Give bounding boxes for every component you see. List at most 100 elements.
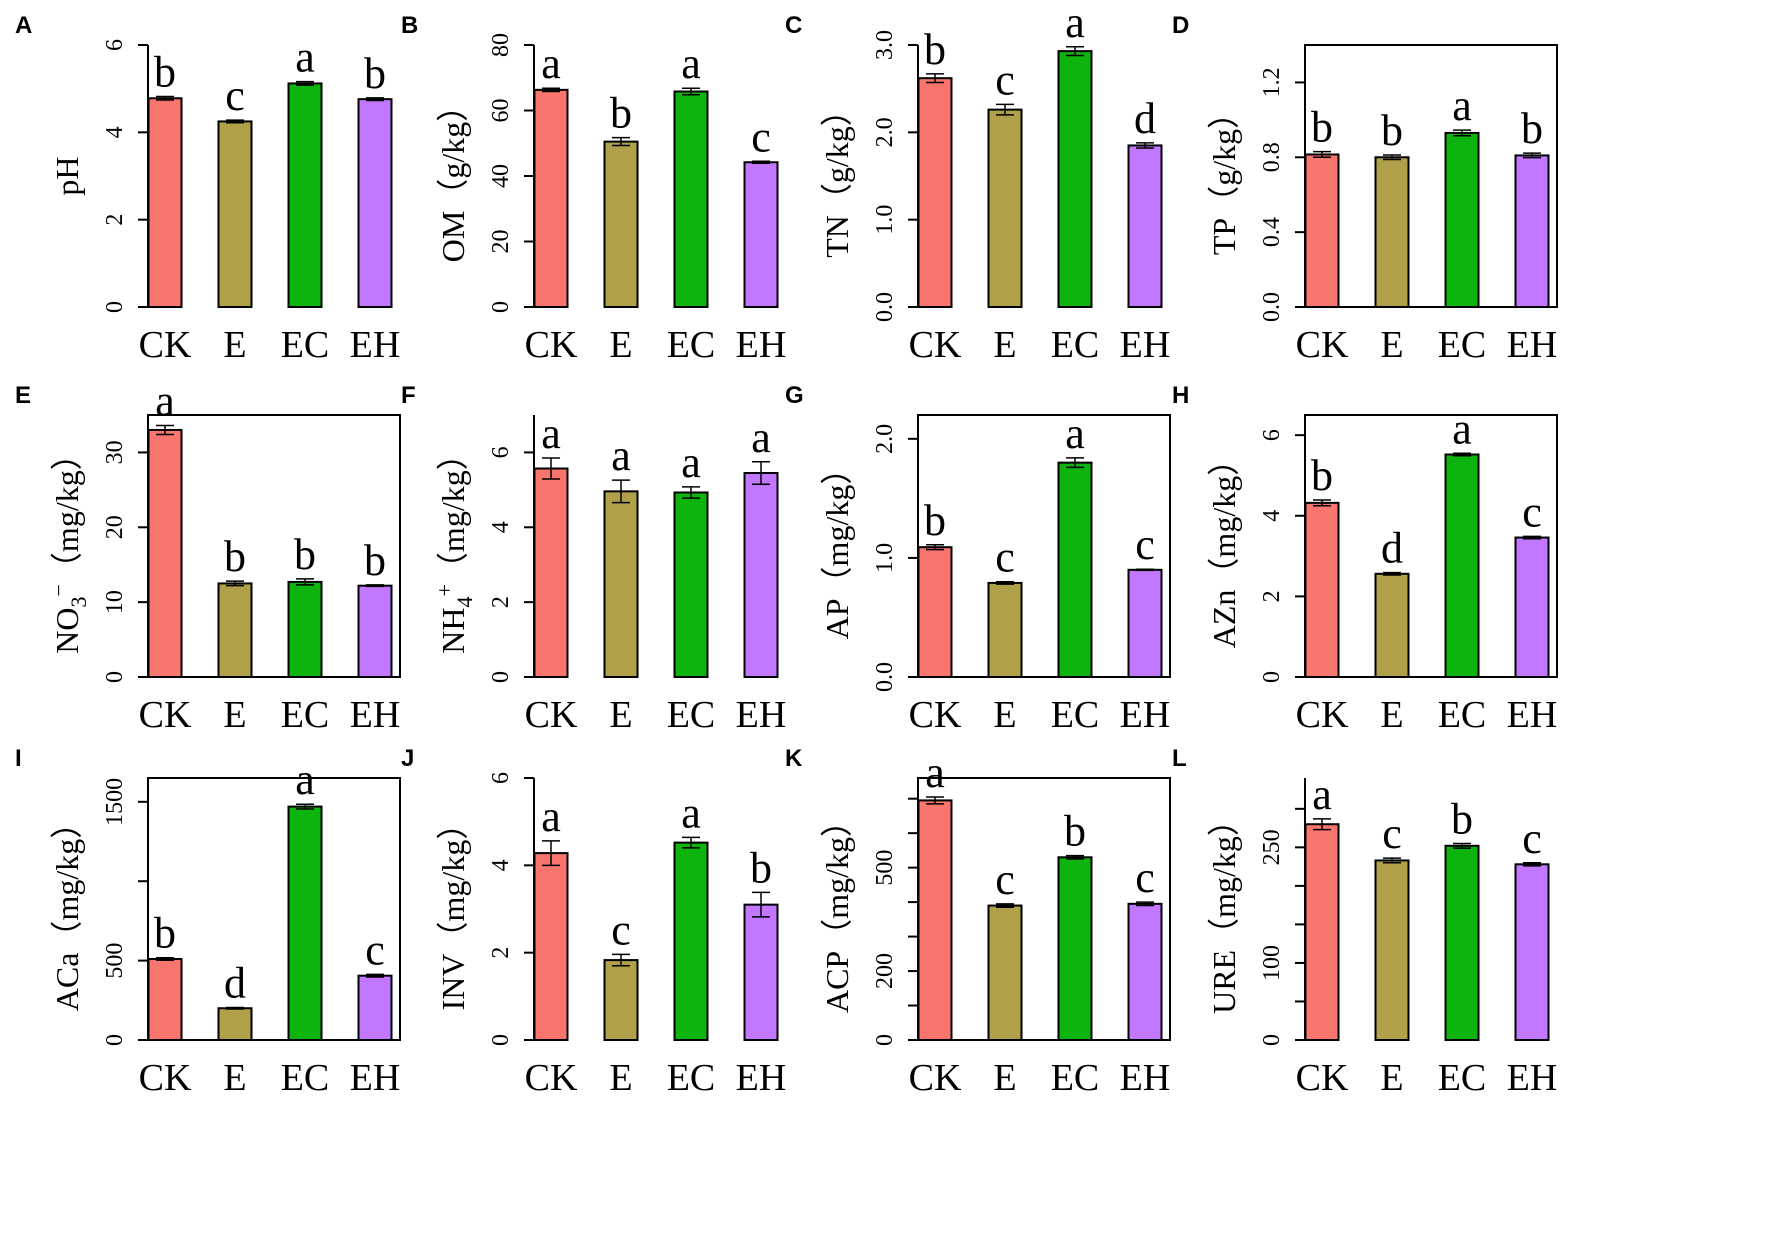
bar-ck xyxy=(917,799,953,1041)
panel-label-l: L xyxy=(1172,745,1187,772)
y-axis-label: URE（mg/kg） xyxy=(1206,804,1242,1014)
y-tick-label: 2.0 xyxy=(872,424,898,454)
y-tick-label: 2 xyxy=(488,947,514,959)
bar-ec xyxy=(1444,453,1480,678)
bar-eh xyxy=(357,98,393,308)
panel-k: K 0 200 500 ACP（mg/kg） a CK c Eb EC c EH xyxy=(785,745,1171,1099)
y-tick-label: 3.0 xyxy=(872,30,898,60)
y-tick-label: 0.8 xyxy=(1259,142,1285,172)
y-tick-label: 2.0 xyxy=(872,117,898,147)
bar-eh xyxy=(743,903,779,1042)
panel-l: L 0 100 250 URE（mg/kg） a CK c Eb EC c EH xyxy=(1172,745,1557,1099)
panel-e: E 0 10 20 30 NO3−（mg/kg） a CK b Eb EC b EH xyxy=(15,376,401,736)
x-tick-label: EC xyxy=(667,694,716,736)
x-tick-label: CK xyxy=(1296,324,1349,366)
y-axis-label: AP（mg/kg） xyxy=(819,453,855,640)
panel-j: J 0 2 4 6 INV（mg/kg） a CK c Ea EC b EH xyxy=(401,745,786,1099)
y-tick-label: 0 xyxy=(1259,1034,1285,1046)
bar-e xyxy=(987,581,1023,678)
x-tick-label: E xyxy=(993,694,1016,736)
x-tick-label: EH xyxy=(350,1057,401,1099)
y-axis-label: TP（g/kg） xyxy=(1206,97,1242,255)
x-tick-label: E xyxy=(223,694,246,736)
x-tick-label: E xyxy=(609,1057,632,1099)
significance-letter: c xyxy=(1135,853,1155,902)
significance-letter: b xyxy=(154,48,176,97)
bar-eh xyxy=(743,472,779,678)
significance-letter: b xyxy=(364,536,386,585)
x-tick-label: E xyxy=(223,1057,246,1099)
x-tick-label: EH xyxy=(1507,324,1558,366)
bar-eh xyxy=(1127,144,1163,308)
panel-label-e: E xyxy=(15,382,31,409)
panel-label-d: D xyxy=(1172,12,1189,39)
y-tick-label: 0 xyxy=(872,1034,898,1046)
x-tick-label: EH xyxy=(1120,694,1171,736)
bar-ck xyxy=(917,77,953,309)
panel-label-g: G xyxy=(785,382,804,409)
bar-e xyxy=(217,120,253,308)
significance-letter: c xyxy=(1135,520,1155,569)
significance-letter: b xyxy=(924,496,946,545)
significance-letter: a xyxy=(925,748,945,797)
bar-ec xyxy=(1057,50,1093,309)
panel-g: G 0.0 1.0 2.0 AP（mg/kg） b CK c Ea EC c EH xyxy=(785,382,1171,736)
panel-f: F 0 2 4 6 NH4+（mg/kg） a CK a Ea EC a EH xyxy=(401,382,786,736)
y-axis-label: ACa（mg/kg） xyxy=(49,807,85,1011)
bar-ck xyxy=(917,546,953,679)
panel-h: H 0 2 4 6 AZn（mg/kg） b CK d Ea EC c EH xyxy=(1172,382,1558,736)
x-tick-label: EH xyxy=(736,1057,787,1099)
y-tick-label: 0.0 xyxy=(1259,292,1285,322)
significance-letter: a xyxy=(295,33,315,82)
bar-ec xyxy=(673,491,709,678)
bar-ec xyxy=(673,841,709,1041)
x-tick-label: EC xyxy=(281,324,330,366)
x-tick-label: E xyxy=(609,694,632,736)
bar-e xyxy=(603,490,639,678)
x-tick-label: EH xyxy=(736,324,787,366)
bar-e xyxy=(217,1007,253,1042)
y-tick-label: 0 xyxy=(1259,671,1285,683)
x-tick-label: EC xyxy=(1438,1057,1487,1099)
significance-letter: b xyxy=(1311,451,1333,500)
y-tick-label: 0 xyxy=(488,301,514,313)
x-tick-label: CK xyxy=(909,694,962,736)
y-tick-label: 1.2 xyxy=(1259,67,1285,97)
significance-letter: b xyxy=(224,532,246,581)
y-tick-label: 0 xyxy=(488,671,514,683)
bar-ec xyxy=(287,805,323,1042)
bar-eh xyxy=(357,584,393,678)
plot-frame xyxy=(147,777,401,1041)
significance-letter: b xyxy=(294,530,316,579)
x-tick-label: EH xyxy=(1120,324,1171,366)
y-tick-label: 0 xyxy=(102,671,128,683)
bar-eh xyxy=(1514,863,1550,1042)
x-tick-label: CK xyxy=(525,324,578,366)
y-tick-label: 80 xyxy=(488,33,514,57)
y-axis-label: TN（g/kg） xyxy=(819,94,855,258)
x-tick-label: CK xyxy=(525,1057,578,1099)
significance-letter: a xyxy=(1452,404,1472,453)
y-tick-label: 60 xyxy=(488,99,514,123)
bar-ck xyxy=(147,97,183,308)
x-tick-label: CK xyxy=(1296,1057,1349,1099)
y-tick-label: 6 xyxy=(488,772,514,784)
plot-frame xyxy=(917,414,1171,678)
y-tick-label: 2 xyxy=(1259,590,1285,602)
significance-letter: a xyxy=(751,413,771,462)
significance-letter: a xyxy=(541,409,561,458)
panel-label-b: B xyxy=(401,12,418,39)
significance-letter: b xyxy=(1311,103,1333,152)
bar-ec xyxy=(1444,844,1480,1041)
x-tick-label: EH xyxy=(736,694,787,736)
y-tick-label: 0.0 xyxy=(872,292,898,322)
x-tick-label: EH xyxy=(350,324,401,366)
x-tick-label: EC xyxy=(667,324,716,366)
significance-letter: a xyxy=(1065,409,1085,458)
bar-ck xyxy=(533,88,569,309)
panel-label-h: H xyxy=(1172,382,1189,409)
x-tick-label: CK xyxy=(139,324,192,366)
significance-letter: c xyxy=(995,55,1015,104)
significance-letter: a xyxy=(541,792,561,841)
y-tick-label: 2 xyxy=(488,596,514,608)
